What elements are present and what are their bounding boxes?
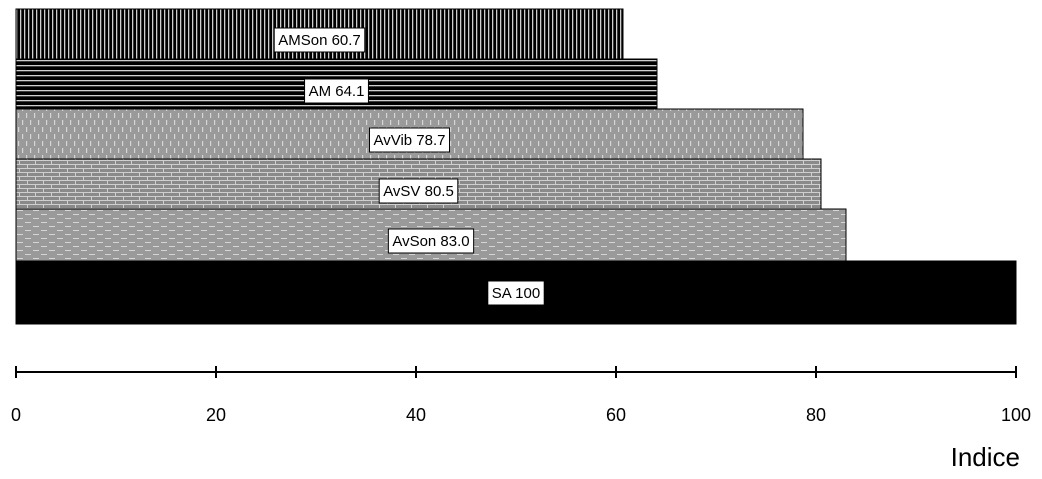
bar-label-box-am [304,78,369,104]
x-tick-label-20: 20 [206,405,226,425]
x-tick-label-0: 0 [11,405,21,425]
bar-label-box-avson [387,228,475,254]
x-tick-label-40: 40 [406,405,426,425]
bar-label-box-sa [487,280,545,306]
bar-label-text-avsv: AvSV 80.5 [383,183,454,200]
bar-label-avson: AvSon 83.0 [387,228,475,254]
bar-label-box-amson [273,27,366,53]
bar-label-box-avsv [378,178,459,204]
bar-label-sa: SA 100 [487,280,545,306]
bar-label-text-sa: SA 100 [492,285,540,302]
bar-label-text-avvib: AvVib 78.7 [373,132,445,149]
x-tick-label-60: 60 [606,405,626,425]
x-tick-label-80: 80 [806,405,826,425]
bar-label-text-am: AM 64.1 [309,83,365,100]
x-axis-title: Indice [951,442,1020,472]
bar-label-avsv: AvSV 80.5 [378,178,459,204]
bar-label-text-avson: AvSon 83.0 [392,233,469,250]
bar-label-avvib: AvVib 78.7 [368,127,451,153]
bar-labels-layer: AMSon 60.7 AM 64.1 AvVib 78.7 AvSV 80.5 AvSo… [273,27,545,306]
bar-label-amson: AMSon 60.7 [273,27,366,53]
bar-label-am: AM 64.1 [304,78,369,104]
x-tick-label-100: 100 [1001,405,1031,425]
bar-label-text-amson: AMSon 60.7 [278,32,361,49]
x-axis-ticks: 0 20 40 60 80 100 [11,366,1031,425]
bar-label-box-avvib [368,127,451,153]
bars-layer [15,8,1017,325]
